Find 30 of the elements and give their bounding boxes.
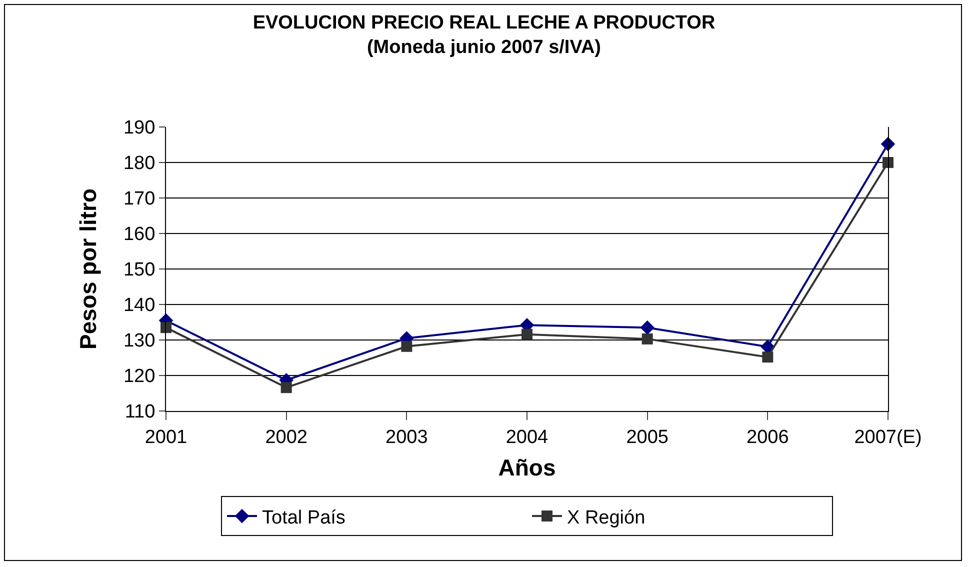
y-tick-label: 170	[123, 188, 156, 210]
x-tick-label: 2001	[144, 426, 188, 448]
y-tick-label: 190	[123, 118, 156, 139]
x-axis-title: Años	[498, 454, 556, 480]
x-tick-label: 2005	[626, 426, 668, 448]
point	[401, 340, 412, 352]
chart-title: EVOLUCION PRECIO REAL LECHE A PRODUCTOR	[252, 12, 716, 34]
legend-label: X Región	[567, 507, 646, 528]
point	[642, 333, 653, 344]
y-tick-label: 140	[123, 295, 156, 316]
y-tick-label: 120	[123, 366, 156, 388]
x-tick-label: 2004	[506, 426, 549, 448]
y-tick-label: 130	[123, 330, 156, 352]
x-tick-label: 2002	[265, 426, 308, 448]
point	[882, 157, 894, 168]
chart-subtitle: (Moneda junio 2007 s/IVA)	[366, 37, 602, 58]
y-tick-label: 110	[124, 402, 156, 423]
point	[280, 382, 292, 394]
point	[522, 328, 532, 340]
point	[640, 320, 654, 335]
point	[762, 352, 774, 363]
x-tick-label: 2007(E)	[854, 426, 922, 448]
y-tick-label: 180	[123, 153, 156, 174]
legend-label: Total País	[262, 507, 346, 528]
x-tick-label: 2006	[746, 426, 789, 448]
point	[160, 322, 172, 334]
y-tick-label: 150	[123, 260, 156, 281]
y-axis-title: Pesos por litro	[74, 188, 101, 350]
y-tick-label: 160	[123, 224, 156, 246]
x-tick-label: 2003	[386, 426, 428, 448]
